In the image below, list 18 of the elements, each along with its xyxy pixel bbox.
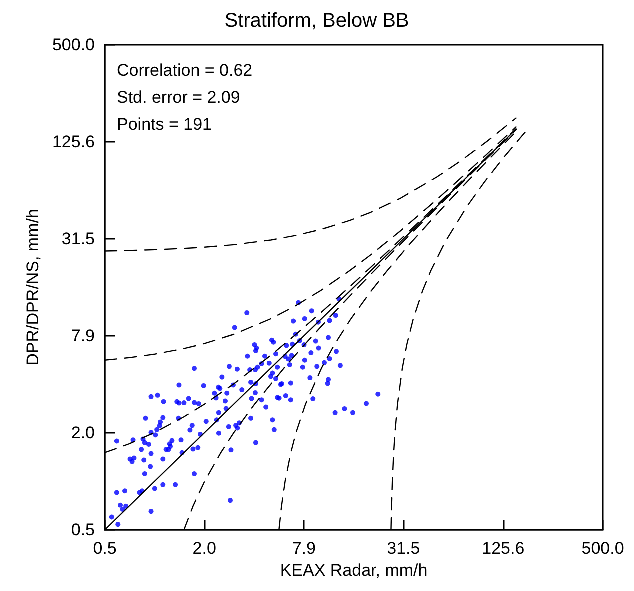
annotation: Points = 191 [117, 115, 212, 134]
x-tick-label: 500.0 [582, 539, 624, 558]
y-tick-label: 500.0 [52, 36, 95, 54]
annotation: Correlation = 0.62 [117, 61, 253, 80]
y-tick-label: 0.5 [71, 520, 95, 540]
annotation: Std. error = 2.09 [117, 88, 240, 107]
x-tick-label: 0.5 [93, 539, 117, 558]
y-tick-label: 31.5 [62, 230, 95, 249]
x-tick-label: 2.0 [192, 539, 216, 558]
y-tick-label: 7.9 [71, 326, 95, 346]
y-axis-title: DPR/DPR/NS, mm/h [24, 209, 43, 366]
chart-title: Stratiform, Below BB [224, 10, 410, 32]
x-tick-label: 31.5 [387, 539, 420, 558]
y-tick-label: 125.6 [52, 132, 95, 152]
y-tick-label: 2.0 [71, 424, 95, 443]
x-tick-label: 125.6 [482, 539, 525, 558]
x-axis-title: KEAX Radar, mm/h [280, 560, 428, 580]
x-tick-label: 7.9 [292, 539, 316, 558]
